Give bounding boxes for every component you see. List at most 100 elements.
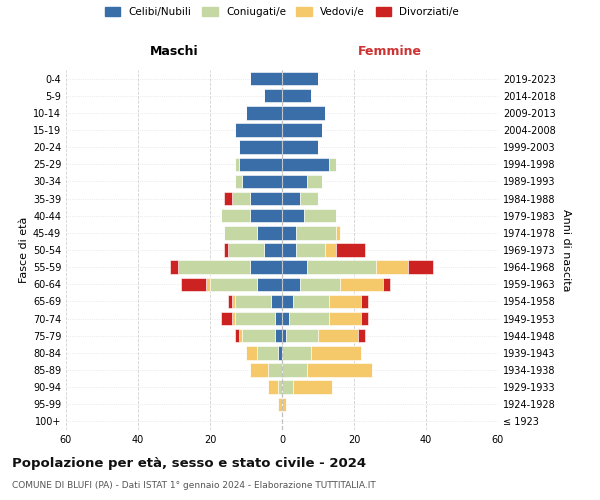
Y-axis label: Anni di nascita: Anni di nascita xyxy=(561,209,571,291)
Bar xyxy=(293,380,332,394)
Bar xyxy=(282,380,293,394)
Bar xyxy=(282,106,325,120)
Bar xyxy=(235,312,275,326)
Bar xyxy=(282,364,307,376)
Bar xyxy=(235,124,282,136)
Bar xyxy=(329,158,336,171)
Bar xyxy=(282,192,300,205)
Bar xyxy=(268,364,282,376)
Bar xyxy=(257,346,278,360)
Bar xyxy=(181,278,206,291)
Bar xyxy=(282,278,300,291)
Bar xyxy=(221,209,250,222)
Bar xyxy=(282,329,286,342)
Bar xyxy=(242,329,275,342)
Bar xyxy=(268,380,278,394)
Bar xyxy=(383,278,390,291)
Bar xyxy=(232,294,235,308)
Text: Popolazione per età, sesso e stato civile - 2024: Popolazione per età, sesso e stato civil… xyxy=(12,458,366,470)
Bar xyxy=(282,398,286,411)
Bar xyxy=(275,312,282,326)
Bar xyxy=(325,244,336,256)
Bar xyxy=(318,329,358,342)
Bar xyxy=(206,278,210,291)
Bar xyxy=(329,294,361,308)
Bar xyxy=(221,312,232,326)
Bar xyxy=(264,244,282,256)
Bar xyxy=(340,278,383,291)
Bar xyxy=(224,192,232,205)
Bar xyxy=(250,364,268,376)
Bar xyxy=(228,244,264,256)
Bar xyxy=(224,244,228,256)
Bar xyxy=(235,158,239,171)
Bar xyxy=(242,174,282,188)
Legend: Celibi/Nubili, Coniugati/e, Vedovi/e, Divorziati/e: Celibi/Nubili, Coniugati/e, Vedovi/e, Di… xyxy=(105,7,459,17)
Bar xyxy=(235,174,242,188)
Bar xyxy=(282,312,289,326)
Bar xyxy=(329,312,361,326)
Bar xyxy=(278,346,282,360)
Bar xyxy=(250,72,282,86)
Bar xyxy=(264,89,282,102)
Bar xyxy=(224,226,257,239)
Text: Maschi: Maschi xyxy=(149,45,199,58)
Bar xyxy=(278,398,282,411)
Bar xyxy=(311,346,361,360)
Y-axis label: Fasce di età: Fasce di età xyxy=(19,217,29,283)
Bar xyxy=(246,346,257,360)
Bar xyxy=(250,209,282,222)
Bar xyxy=(300,192,318,205)
Bar xyxy=(239,329,242,342)
Text: COMUNE DI BLUFI (PA) - Dati ISTAT 1° gennaio 2024 - Elaborazione TUTTITALIA.IT: COMUNE DI BLUFI (PA) - Dati ISTAT 1° gen… xyxy=(12,481,376,490)
Bar xyxy=(228,294,232,308)
Bar xyxy=(361,294,368,308)
Bar xyxy=(271,294,282,308)
Bar xyxy=(235,329,239,342)
Bar xyxy=(293,294,329,308)
Bar xyxy=(232,192,250,205)
Bar xyxy=(361,312,368,326)
Bar xyxy=(282,158,329,171)
Bar xyxy=(282,89,311,102)
Bar xyxy=(282,140,318,154)
Bar xyxy=(178,260,250,274)
Bar xyxy=(282,226,296,239)
Bar xyxy=(257,226,282,239)
Bar xyxy=(257,278,282,291)
Bar xyxy=(289,312,329,326)
Bar xyxy=(296,226,336,239)
Bar xyxy=(282,244,296,256)
Bar xyxy=(336,226,340,239)
Bar xyxy=(282,209,304,222)
Bar xyxy=(275,329,282,342)
Bar xyxy=(307,364,372,376)
Bar xyxy=(376,260,408,274)
Bar xyxy=(282,346,311,360)
Bar xyxy=(282,294,293,308)
Bar xyxy=(232,312,235,326)
Bar xyxy=(278,380,282,394)
Bar xyxy=(250,260,282,274)
Bar xyxy=(307,174,322,188)
Bar xyxy=(246,106,282,120)
Bar xyxy=(336,244,365,256)
Bar xyxy=(304,209,336,222)
Bar xyxy=(235,294,271,308)
Bar xyxy=(282,72,318,86)
Text: Femmine: Femmine xyxy=(358,45,422,58)
Bar xyxy=(296,244,325,256)
Bar xyxy=(170,260,178,274)
Bar xyxy=(358,329,365,342)
Bar xyxy=(300,278,340,291)
Bar xyxy=(286,329,318,342)
Bar xyxy=(239,140,282,154)
Bar xyxy=(239,158,282,171)
Bar xyxy=(307,260,376,274)
Bar xyxy=(282,174,307,188)
Bar xyxy=(408,260,433,274)
Bar xyxy=(210,278,257,291)
Bar xyxy=(250,192,282,205)
Bar xyxy=(282,124,322,136)
Bar xyxy=(282,260,307,274)
